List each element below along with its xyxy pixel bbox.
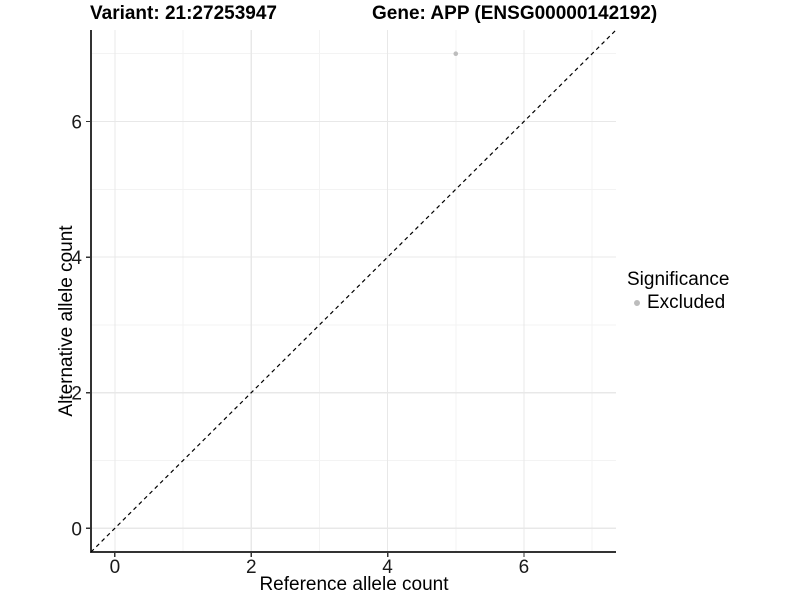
- identity-dashed-line: [90, 29, 617, 553]
- x-tick-label: 6: [519, 557, 530, 578]
- legend: Significance Excluded: [627, 270, 729, 313]
- legend-item-excluded: Excluded: [627, 293, 729, 313]
- gene-title: Gene: APP (ENSG00000142192): [372, 3, 658, 24]
- x-tick-label: 2: [246, 557, 257, 578]
- excluded-point-icon: [634, 300, 640, 306]
- x-tick-label: 0: [110, 557, 121, 578]
- data-point: [453, 51, 459, 57]
- y-tick-label: 6: [71, 113, 82, 134]
- legend-title: Significance: [627, 269, 730, 290]
- variant-title: Variant: 21:27253947: [90, 3, 277, 24]
- x-axis-title: Reference allele count: [259, 574, 449, 595]
- y-axis-title: Alternative allele count: [56, 225, 77, 417]
- x-tick-label: 4: [382, 557, 393, 578]
- legend-item-label: Excluded: [647, 292, 726, 313]
- y-tick-label: 2: [71, 384, 82, 405]
- y-tick-label: 0: [71, 519, 82, 540]
- y-tick-label: 4: [71, 248, 82, 269]
